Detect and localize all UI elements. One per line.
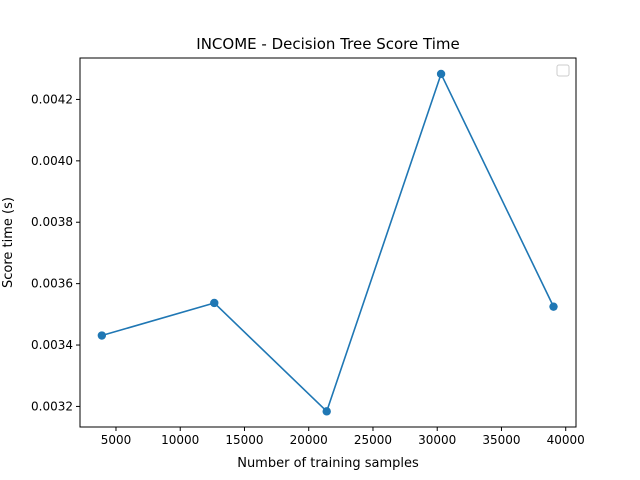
x-axis-ticks: 5000 10000 15000 20000 25000 30000 35000 40000 xyxy=(101,427,585,447)
y-axis-ticks: 0.0032 0.0034 0.0036 0.0038 0.0040 0.0042 xyxy=(31,92,80,413)
y-tick-label: 0.0040 xyxy=(31,154,73,168)
y-axis-label: Score time (s) xyxy=(1,197,16,288)
x-tick-label: 10000 xyxy=(161,433,199,447)
data-point xyxy=(210,298,219,308)
y-tick-label: 0.0036 xyxy=(31,277,73,291)
y-tick-label: 0.0038 xyxy=(31,215,73,229)
y-tick-label: 0.0034 xyxy=(31,338,73,352)
x-tick-label: 25000 xyxy=(354,433,392,447)
x-tick-label: 20000 xyxy=(290,433,328,447)
y-tick-label: 0.0042 xyxy=(31,92,73,106)
x-tick-label: 30000 xyxy=(418,433,456,447)
x-tick-label: 35000 xyxy=(482,433,520,447)
data-point xyxy=(322,407,331,416)
chart-title: INCOME - Decision Tree Score Time xyxy=(196,35,459,53)
plot-area xyxy=(80,58,576,427)
data-point xyxy=(436,69,446,79)
series-layer xyxy=(97,69,558,416)
x-tick-label: 40000 xyxy=(547,433,585,447)
y-tick-label: 0.0032 xyxy=(31,399,73,413)
data-point xyxy=(97,331,107,340)
plot-frame xyxy=(79,57,577,428)
x-axis-label: Number of training samples xyxy=(237,456,419,471)
legend-box xyxy=(556,64,570,77)
x-tick-label: 15000 xyxy=(225,433,263,447)
x-tick-label: 5000 xyxy=(101,433,132,447)
data-point xyxy=(549,302,558,311)
